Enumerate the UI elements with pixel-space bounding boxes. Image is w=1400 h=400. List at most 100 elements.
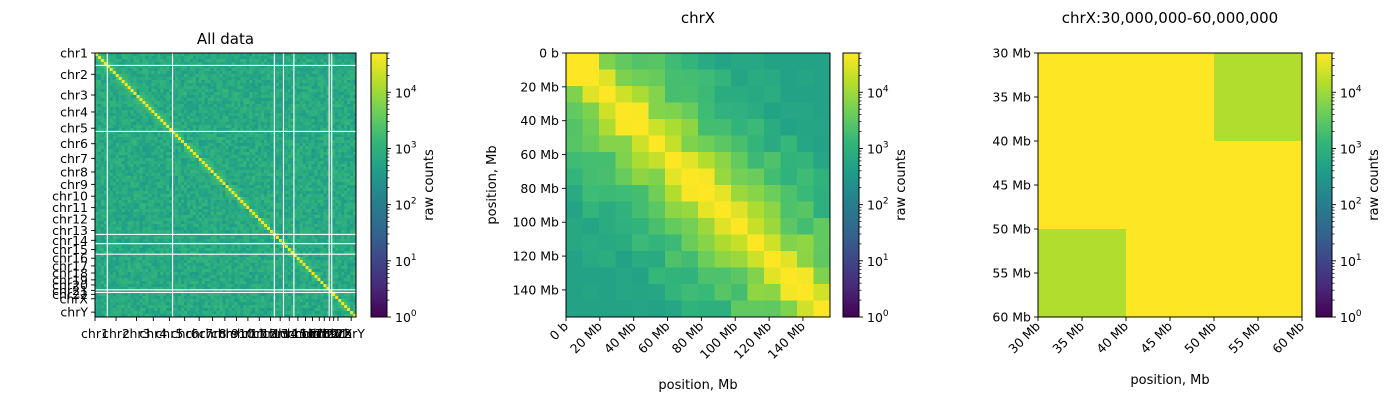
heatmap-cell	[139, 143, 143, 147]
heatmap-cell	[207, 128, 212, 132]
heatmap-cell	[103, 119, 108, 123]
heatmap-cell	[189, 170, 194, 174]
heatmap-cell	[192, 167, 197, 171]
heatmap-cell	[326, 188, 330, 192]
heatmap-cell	[198, 95, 203, 99]
heatmap-cell	[103, 68, 108, 72]
heatmap-cell	[121, 92, 126, 96]
heatmap-cell	[175, 62, 179, 66]
heatmap-cell	[154, 74, 158, 78]
heatmap-cell	[189, 209, 194, 213]
heatmap-cell	[106, 206, 111, 210]
heatmap-cell	[311, 152, 315, 156]
heatmap-cell	[255, 200, 259, 204]
heatmap-cell	[264, 83, 268, 87]
heatmap-cell	[118, 89, 123, 93]
heatmap-cell	[216, 152, 220, 156]
heatmap-cell	[109, 209, 114, 213]
heatmap-cell	[121, 206, 126, 210]
heatmap-cell	[258, 125, 262, 129]
heatmap-cell	[106, 143, 111, 147]
heatmap-cell	[160, 59, 164, 63]
heatmap-cell	[347, 203, 351, 207]
heatmap-cell	[353, 104, 357, 108]
heatmap-cell	[109, 149, 114, 153]
heatmap-cell	[314, 89, 318, 93]
heatmap-cell	[189, 125, 194, 129]
heatmap-cell	[228, 191, 232, 195]
heatmap-cell	[243, 80, 247, 84]
heatmap-cell	[329, 110, 333, 114]
heatmap-cell	[323, 56, 327, 60]
heatmap-cell	[314, 200, 318, 204]
heatmap-cell	[136, 206, 140, 210]
heatmap-cell	[178, 101, 182, 105]
heatmap-cell	[255, 176, 259, 180]
heatmap-cell	[237, 131, 241, 135]
heatmap-cell	[112, 218, 117, 222]
heatmap-cell	[121, 56, 126, 60]
heatmap-cell	[112, 185, 117, 189]
heatmap-cell	[195, 122, 200, 126]
heatmap-cell	[308, 155, 312, 159]
heatmap-cell	[151, 62, 155, 66]
heatmap-cell	[169, 122, 173, 126]
heatmap-cell	[264, 146, 268, 150]
heatmap-cell	[249, 110, 253, 114]
heatmap-cell	[225, 134, 229, 138]
heatmap-cell	[204, 218, 209, 222]
heatmap-cell	[302, 53, 306, 57]
heatmap-cell	[195, 215, 200, 219]
heatmap-cell	[335, 62, 339, 66]
heatmap-cell	[228, 80, 232, 84]
heatmap-cell	[228, 119, 232, 123]
heatmap-cell	[154, 107, 158, 111]
heatmap-cell	[166, 218, 170, 222]
heatmap-cell	[332, 218, 336, 222]
heatmap-cell	[186, 218, 191, 222]
heatmap-cell	[100, 173, 105, 177]
heatmap-cell	[127, 215, 131, 219]
heatmap-cell	[124, 86, 128, 90]
heatmap-cell	[344, 218, 348, 222]
heatmap-cell	[278, 56, 283, 60]
heatmap-cell	[148, 77, 152, 81]
heatmap-cell	[296, 77, 300, 81]
heatmap-cell	[186, 86, 191, 90]
heatmap-cell	[183, 209, 188, 213]
heatmap-cell	[219, 89, 223, 93]
heatmap-cell	[344, 95, 348, 99]
heatmap-cell	[213, 200, 217, 204]
heatmap-cell	[299, 62, 303, 66]
heatmap-cell	[320, 128, 324, 132]
heatmap-cell	[311, 170, 315, 174]
heatmap-cell	[269, 167, 274, 171]
heatmap-cell	[243, 92, 247, 96]
heatmap-cell	[213, 116, 217, 120]
heatmap-cell	[228, 158, 232, 162]
heatmap-cell	[284, 170, 289, 174]
heatmap-cell	[139, 101, 143, 105]
heatmap-cell	[305, 74, 309, 78]
heatmap-cell	[308, 188, 312, 192]
heatmap-cell	[332, 170, 336, 174]
heatmap-cell	[136, 80, 140, 84]
heatmap-cell	[195, 170, 200, 174]
heatmap-cell	[267, 89, 271, 93]
heatmap-cell	[192, 173, 197, 177]
heatmap-cell	[302, 131, 306, 135]
heatmap-cell	[335, 59, 339, 63]
heatmap-cell	[109, 128, 114, 132]
heatmap-cell	[192, 179, 197, 183]
heatmap-cell	[326, 200, 330, 204]
heatmap-cell	[234, 170, 238, 174]
heatmap-cell	[97, 137, 102, 141]
heatmap-cell	[296, 164, 300, 168]
heatmap-cell	[142, 68, 146, 72]
heatmap-cell	[237, 125, 241, 129]
heatmap-cell	[338, 65, 342, 69]
heatmap-cell	[204, 182, 209, 186]
heatmap-cell	[225, 194, 229, 198]
heatmap-cell	[201, 80, 206, 84]
heatmap-cell	[222, 200, 226, 204]
